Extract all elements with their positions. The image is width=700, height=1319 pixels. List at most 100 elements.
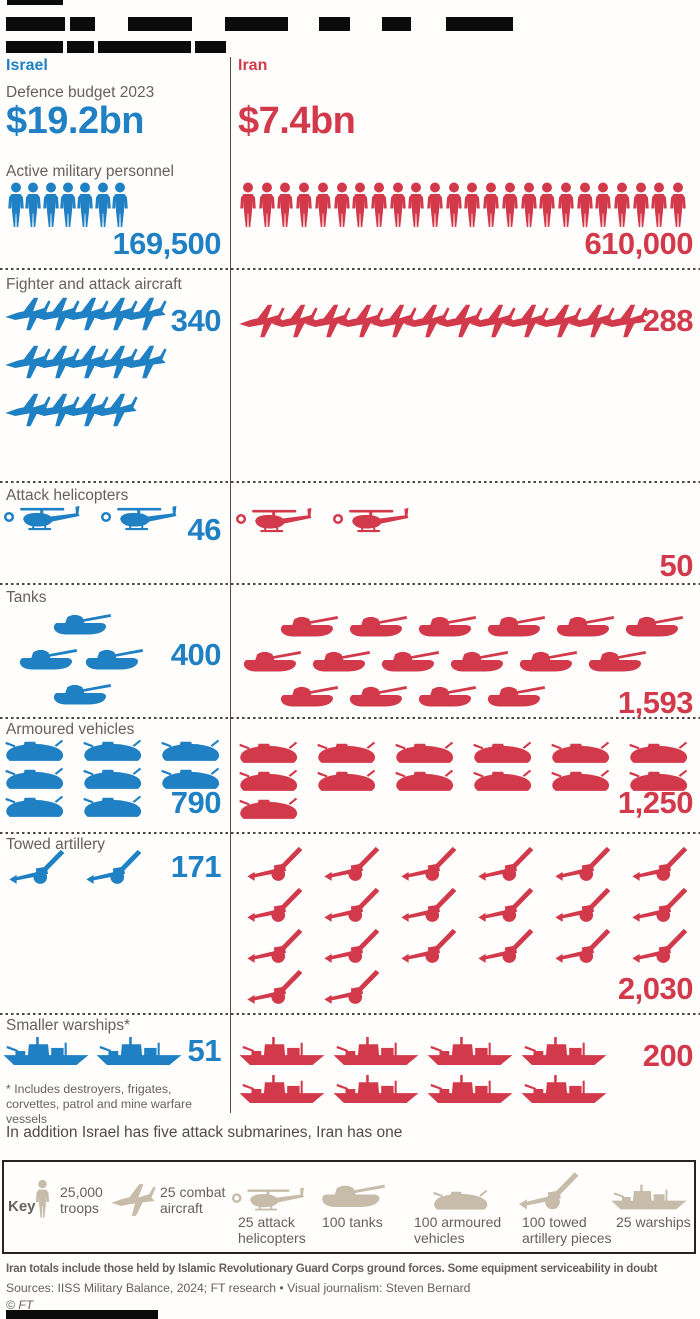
heli-icon bbox=[2, 500, 90, 538]
israel-warship-pictogram bbox=[2, 1030, 188, 1072]
person-icon bbox=[110, 182, 130, 228]
tank-icon bbox=[378, 645, 440, 676]
key-item-troops: 25,000 troops bbox=[34, 1172, 103, 1226]
arty-icon bbox=[548, 886, 620, 926]
pictogram-row bbox=[50, 608, 148, 639]
redacted-text-bar bbox=[67, 41, 94, 53]
ship-icon bbox=[332, 1030, 420, 1072]
key-item-label: 100 towed artillery pieces bbox=[522, 1214, 612, 1247]
arty-icon bbox=[240, 927, 312, 967]
ship-icon bbox=[238, 1068, 326, 1110]
key-item-label: 25,000 troops bbox=[60, 1184, 103, 1217]
tank-icon bbox=[484, 680, 546, 711]
redacted-text-bar bbox=[225, 17, 288, 31]
israel-armoured-value: 790 bbox=[170, 785, 222, 820]
section-label-aircraft: Fighter and attack aircraft bbox=[6, 276, 182, 293]
section-separator bbox=[0, 1013, 700, 1015]
key-item-label: 100 armoured vehicles bbox=[414, 1214, 502, 1247]
key-item-tanks: 100 tanks bbox=[318, 1180, 386, 1230]
warships-footnote: * Includes destroyers, frigates, corvett… bbox=[6, 1082, 192, 1126]
heli-icon bbox=[99, 500, 187, 538]
tank-icon bbox=[415, 680, 477, 711]
person-icon bbox=[275, 182, 295, 228]
pictogram-row bbox=[2, 848, 156, 888]
tank-icon bbox=[309, 645, 371, 676]
submarines-note: In addition Israel has five attack subma… bbox=[6, 1124, 403, 1141]
heli-icon bbox=[234, 502, 322, 540]
person-icon bbox=[369, 182, 389, 228]
iran-column-label: Iran bbox=[238, 57, 268, 74]
ship-icon bbox=[95, 1030, 183, 1072]
tank-icon bbox=[50, 678, 112, 709]
iran-personnel-value: 610,000 bbox=[584, 226, 693, 261]
apc-icon bbox=[238, 768, 300, 793]
pictogram-row bbox=[2, 1030, 188, 1072]
apc-icon bbox=[4, 766, 66, 791]
israel-artillery-pictogram bbox=[2, 848, 156, 888]
apc-icon bbox=[394, 740, 456, 765]
arty-icon bbox=[240, 845, 312, 885]
apc-icon bbox=[4, 738, 66, 763]
pictogram-row bbox=[277, 610, 691, 641]
arty-icon bbox=[240, 968, 312, 1008]
israel-helicopter-pictogram bbox=[2, 500, 196, 538]
apc-icon bbox=[316, 740, 378, 765]
israel-aircraft-pictogram bbox=[4, 291, 149, 433]
redacted-text-bar bbox=[6, 41, 63, 53]
israel-warship-value: 51 bbox=[187, 1033, 222, 1068]
pictogram-row bbox=[2, 500, 196, 538]
jet-icon bbox=[91, 387, 138, 433]
pictogram-row bbox=[238, 1030, 614, 1072]
ship-icon bbox=[520, 1068, 608, 1110]
person-icon bbox=[313, 182, 333, 228]
arty-icon bbox=[548, 927, 620, 967]
ship-icon bbox=[610, 1180, 688, 1214]
iran-tank-value: 1,593 bbox=[617, 685, 694, 720]
tank-icon bbox=[50, 608, 112, 639]
pictogram-row bbox=[4, 291, 149, 337]
defence-budget-label: Defence budget 2023 bbox=[6, 84, 155, 101]
arty-icon bbox=[317, 886, 389, 926]
jet-icon bbox=[601, 298, 648, 344]
arty-icon bbox=[79, 848, 151, 888]
pictogram-row bbox=[4, 339, 149, 385]
tank-icon bbox=[277, 680, 339, 711]
apc-icon bbox=[4, 794, 66, 819]
person-icon bbox=[462, 182, 482, 228]
apc-icon bbox=[238, 740, 300, 765]
israel-personnel-pictogram bbox=[6, 182, 127, 228]
redacted-text-bar bbox=[70, 17, 95, 31]
apc-icon bbox=[82, 766, 144, 791]
iran-armoured-value: 1,250 bbox=[617, 785, 694, 820]
israel-aircraft-value: 340 bbox=[170, 303, 222, 338]
arty-icon bbox=[240, 886, 312, 926]
iran-aircraft-value: 288 bbox=[642, 303, 694, 338]
pictogram-row bbox=[240, 927, 700, 967]
person-icon bbox=[481, 182, 501, 228]
arty-icon bbox=[471, 845, 543, 885]
israel-budget-value: $19.2bn bbox=[6, 100, 145, 142]
tank-icon bbox=[240, 645, 302, 676]
person-icon bbox=[425, 182, 445, 228]
person-icon bbox=[519, 182, 539, 228]
section-separator bbox=[0, 481, 700, 483]
israel-tank-pictogram bbox=[6, 608, 148, 709]
ship-icon bbox=[426, 1030, 514, 1072]
person-icon bbox=[294, 182, 314, 228]
apc-icon bbox=[160, 738, 222, 763]
section-separator bbox=[0, 832, 700, 834]
section-label-towed-artillery: Towed artillery bbox=[6, 836, 106, 853]
person-icon bbox=[537, 182, 557, 228]
apc-icon bbox=[550, 740, 612, 765]
arty-icon bbox=[625, 886, 697, 926]
person-icon bbox=[593, 182, 613, 228]
redacted-text-bar bbox=[128, 17, 192, 31]
pictogram-row bbox=[240, 845, 700, 885]
pictogram-row bbox=[234, 502, 428, 540]
ship-icon bbox=[332, 1068, 420, 1110]
section-label-tanks: Tanks bbox=[6, 589, 47, 606]
person-icon bbox=[444, 182, 464, 228]
tank-icon bbox=[516, 645, 578, 676]
israel-personnel-value: 169,500 bbox=[112, 226, 221, 261]
footer-sources: Sources: IISS Military Balance, 2024; FT… bbox=[6, 1281, 471, 1295]
